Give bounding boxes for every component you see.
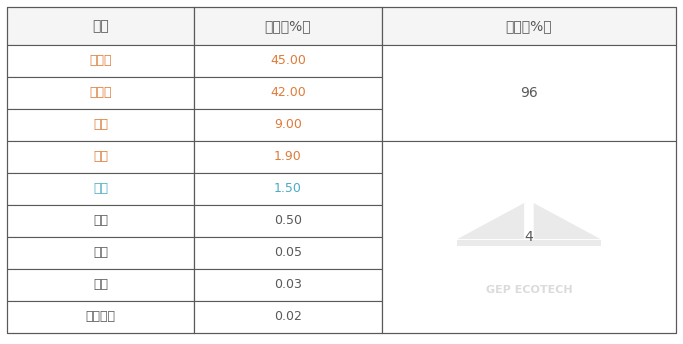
Bar [382,45,676,141]
Bar [194,141,382,173]
Text: 況青: 況青 [93,246,108,259]
Bar [194,7,382,45]
Bar [7,77,194,109]
Text: 木材: 木材 [93,182,108,195]
Text: 45.00: 45.00 [270,54,306,67]
Text: 0.02: 0.02 [274,310,302,323]
Bar [7,301,194,333]
Text: 渣土: 渣土 [93,118,108,131]
Bar [457,240,600,246]
Bar [7,205,194,237]
Bar [7,45,194,77]
Bar [7,269,194,301]
Text: 塑料: 塑料 [93,278,108,291]
Bar [194,269,382,301]
Text: 96: 96 [520,86,538,100]
Text: 玻璃: 玻璃 [93,214,108,227]
Bar [382,7,676,45]
Polygon shape [457,203,524,239]
Bar [194,205,382,237]
Bar [194,77,382,109]
Text: 0.03: 0.03 [274,278,302,291]
Bar [194,237,382,269]
Text: 其他浂物: 其他浂物 [85,310,115,323]
Polygon shape [533,203,600,239]
Bar [7,109,194,141]
Text: 1.90: 1.90 [274,150,302,163]
Text: 混凝土: 混凝土 [89,86,112,99]
Bar [7,173,194,205]
Text: 碎砖瓦: 碎砖瓦 [89,54,112,67]
Bar [194,173,382,205]
Text: 42.00: 42.00 [270,86,306,99]
Text: 0.50: 0.50 [274,214,302,227]
Bar [194,109,382,141]
Bar [194,301,382,333]
Text: 4: 4 [525,230,533,244]
Text: 金属: 金属 [93,150,108,163]
Text: 9.00: 9.00 [274,118,302,131]
Bar [194,45,382,77]
Bar [382,141,676,333]
Text: 含量（%）: 含量（%） [264,19,311,33]
Bar [7,237,194,269]
Text: 1.50: 1.50 [274,182,302,195]
Text: 0.05: 0.05 [274,246,302,259]
Text: GEP ECOTECH: GEP ECOTECH [486,286,572,295]
Bar [7,7,194,45]
Text: 成分: 成分 [92,19,109,33]
Bar [7,141,194,173]
Text: 比例（%）: 比例（%） [505,19,553,33]
